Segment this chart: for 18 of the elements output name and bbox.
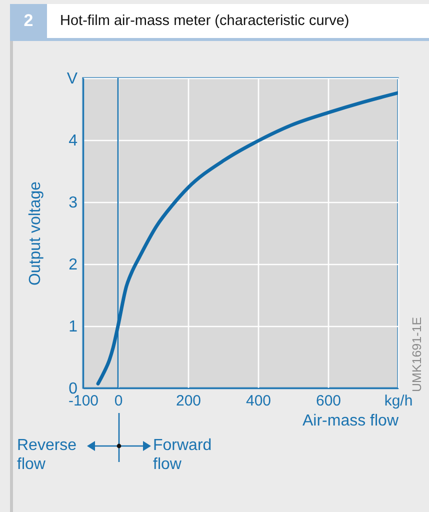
x-tick-label: 0 bbox=[114, 392, 123, 410]
text: 2 bbox=[10, 4, 47, 38]
text: Reverse flow bbox=[17, 436, 77, 474]
x-axis-title: Air-mass flow bbox=[302, 412, 399, 430]
y-tick-label: 3 bbox=[68, 194, 78, 212]
x-tick-label: 600 bbox=[316, 392, 342, 410]
y-tick-label: 1 bbox=[68, 318, 78, 336]
y-tick-label: V bbox=[66, 70, 78, 88]
x-tick-label: kg/h bbox=[384, 392, 413, 410]
chart-title: Hot-film air-mass meter (characteristic curve) bbox=[60, 12, 350, 31]
text: UMK1691-1E bbox=[410, 316, 424, 392]
x-tick-label: 200 bbox=[176, 392, 202, 410]
x-tick-label: -100 bbox=[68, 392, 99, 410]
x-tick-label: 400 bbox=[246, 392, 272, 410]
text: Forward flow bbox=[153, 436, 212, 474]
y-tick-label: 2 bbox=[68, 256, 78, 274]
y-axis-title: Output voltage bbox=[26, 181, 44, 286]
y-tick-label: 4 bbox=[68, 132, 78, 150]
